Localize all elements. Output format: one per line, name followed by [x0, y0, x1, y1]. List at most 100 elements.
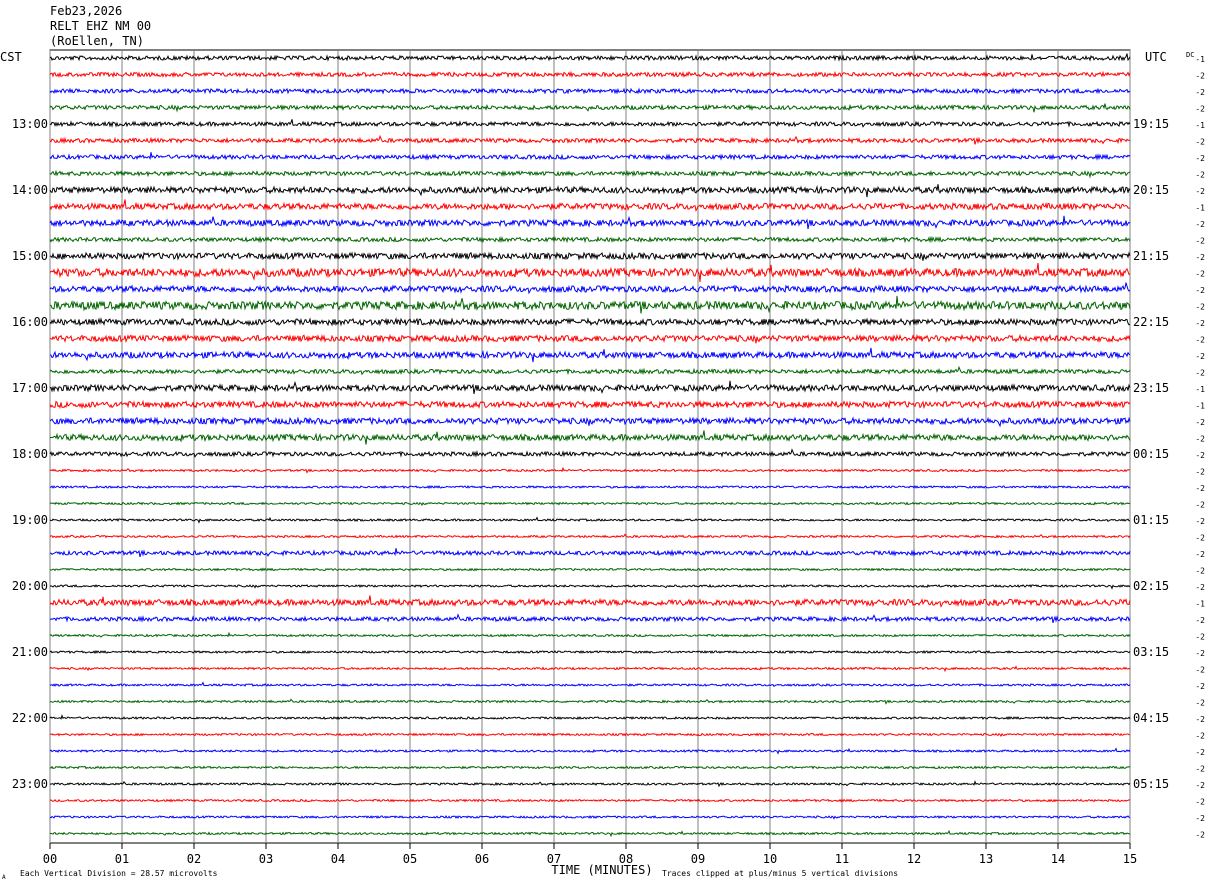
dc-offset-label: -2 — [1195, 88, 1205, 97]
trace-line — [49, 583, 1131, 590]
dc-offset-label: -2 — [1195, 649, 1205, 658]
trace-line — [49, 814, 1131, 820]
dc-offset-label: -1 — [1195, 121, 1205, 130]
dc-offset-label: -2 — [1195, 418, 1205, 427]
trace-line — [49, 466, 1131, 474]
dc-offset-label: -2 — [1195, 451, 1205, 460]
trace-line — [49, 548, 1131, 558]
trace-line — [49, 53, 1131, 62]
trace-line — [49, 87, 1131, 95]
chart-grid — [49, 49, 1131, 849]
trace-line — [49, 501, 1131, 507]
x-tick-label: 10 — [763, 852, 777, 866]
trace-line — [49, 430, 1131, 445]
trace-line — [49, 732, 1131, 738]
trace-line — [49, 365, 1131, 376]
dc-offset-label: -2 — [1195, 732, 1205, 741]
dc-offset-label: -2 — [1195, 748, 1205, 757]
dc-offset-label: -1 — [1195, 600, 1205, 609]
trace-line — [49, 199, 1131, 212]
x-axis-label: TIME (MINUTES) — [551, 863, 652, 877]
dc-offset-label: -2 — [1195, 567, 1205, 576]
dc-offset-label: -2 — [1195, 171, 1205, 180]
trace-line — [49, 262, 1131, 283]
trace-line — [49, 613, 1131, 624]
hour-label-utc: 23:15 — [1133, 381, 1169, 395]
x-tick-label: 11 — [835, 852, 849, 866]
trace-line — [49, 399, 1131, 410]
hour-label-cst: 17:00 — [12, 381, 48, 395]
dc-offset-label: -2 — [1195, 831, 1205, 840]
hour-label-cst: 21:00 — [12, 645, 48, 659]
dc-offset-label: -2 — [1195, 715, 1205, 724]
trace-line — [49, 681, 1131, 687]
dc-offset-label: -2 — [1195, 534, 1205, 543]
dc-offset-label: -2 — [1195, 616, 1205, 625]
trace-line — [49, 184, 1131, 198]
dc-label: DC — [1186, 51, 1194, 59]
trace-line — [49, 134, 1131, 145]
x-tick-label: 00 — [43, 852, 57, 866]
hour-label-cst: 18:00 — [12, 447, 48, 461]
trace-line — [49, 780, 1131, 788]
chart-labels: 00 01 02 03 04 05 06 07 08 09 10 11 12 13 14 15 -1 -2 -2 -2… — [0, 50, 1205, 881]
dc-offset-label: -1 — [1195, 385, 1205, 394]
trace-line — [49, 567, 1131, 572]
hour-label-cst: 13:00 — [12, 117, 48, 131]
hour-label-utc: 21:15 — [1133, 249, 1169, 263]
dc-offset-label: -2 — [1195, 583, 1205, 592]
hour-label-cst: 14:00 — [12, 183, 48, 197]
chart-traces — [49, 53, 1131, 838]
trace-line — [49, 317, 1131, 327]
trace-line — [49, 665, 1131, 673]
trace-line — [49, 747, 1131, 755]
trace-line — [49, 649, 1131, 655]
hour-label-cst: 16:00 — [12, 315, 48, 329]
dc-offset-label: -2 — [1195, 484, 1205, 493]
trace-line — [49, 516, 1130, 524]
x-tick-label: 13 — [979, 852, 993, 866]
trace-line — [49, 103, 1131, 113]
header-location: (RoEllen, TN) — [50, 34, 144, 48]
hour-label-utc: 00:15 — [1133, 447, 1169, 461]
dc-offset-label: -2 — [1195, 501, 1205, 510]
x-tick-label: 06 — [475, 852, 489, 866]
dc-offset-label: -2 — [1195, 435, 1205, 444]
trace-line — [49, 235, 1131, 244]
dc-offset-label: -2 — [1195, 319, 1205, 328]
trace-line — [49, 152, 1131, 161]
x-tick-label: 03 — [259, 852, 273, 866]
trace-line — [49, 765, 1131, 770]
header-date: Feb23,2026 — [50, 4, 123, 18]
trace-line — [49, 484, 1131, 490]
dc-offset-label: -2 — [1195, 286, 1205, 295]
dc-offset-label: -2 — [1195, 138, 1205, 147]
trace-line — [49, 169, 1131, 179]
trace-line — [49, 70, 1131, 79]
hour-label-utc: 05:15 — [1133, 777, 1169, 791]
dc-offset-label: -1 — [1195, 402, 1205, 411]
dc-offset-label: -2 — [1195, 517, 1205, 526]
trace-line — [49, 631, 1131, 638]
corner-mark: A — [2, 874, 6, 881]
hour-label-utc: 04:15 — [1133, 711, 1169, 725]
x-tick-label: 02 — [187, 852, 201, 866]
dc-offset-label: -2 — [1195, 154, 1205, 163]
hour-label-cst: 23:00 — [12, 777, 48, 791]
footer-scale-note: Each Vertical Division = 28.57 microvolt… — [20, 869, 218, 878]
left-axis-label: CST — [0, 50, 22, 64]
trace-line — [49, 119, 1131, 128]
dc-offset-label: -2 — [1195, 187, 1205, 196]
x-tick-label: 01 — [115, 852, 129, 866]
trace-line — [49, 347, 1131, 363]
dc-offset-label: -2 — [1195, 814, 1205, 823]
dc-offset-label: -2 — [1195, 352, 1205, 361]
dc-offset-label: -2 — [1195, 303, 1205, 312]
trace-line — [49, 595, 1131, 608]
dc-offset-label: -2 — [1195, 666, 1205, 675]
dc-offset-label: -2 — [1195, 237, 1205, 246]
dc-offset-label: -2 — [1195, 699, 1205, 708]
x-tick-label: 08 — [619, 852, 633, 866]
x-tick-label: 15 — [1123, 852, 1137, 866]
dc-offset-label: -2 — [1195, 253, 1205, 262]
